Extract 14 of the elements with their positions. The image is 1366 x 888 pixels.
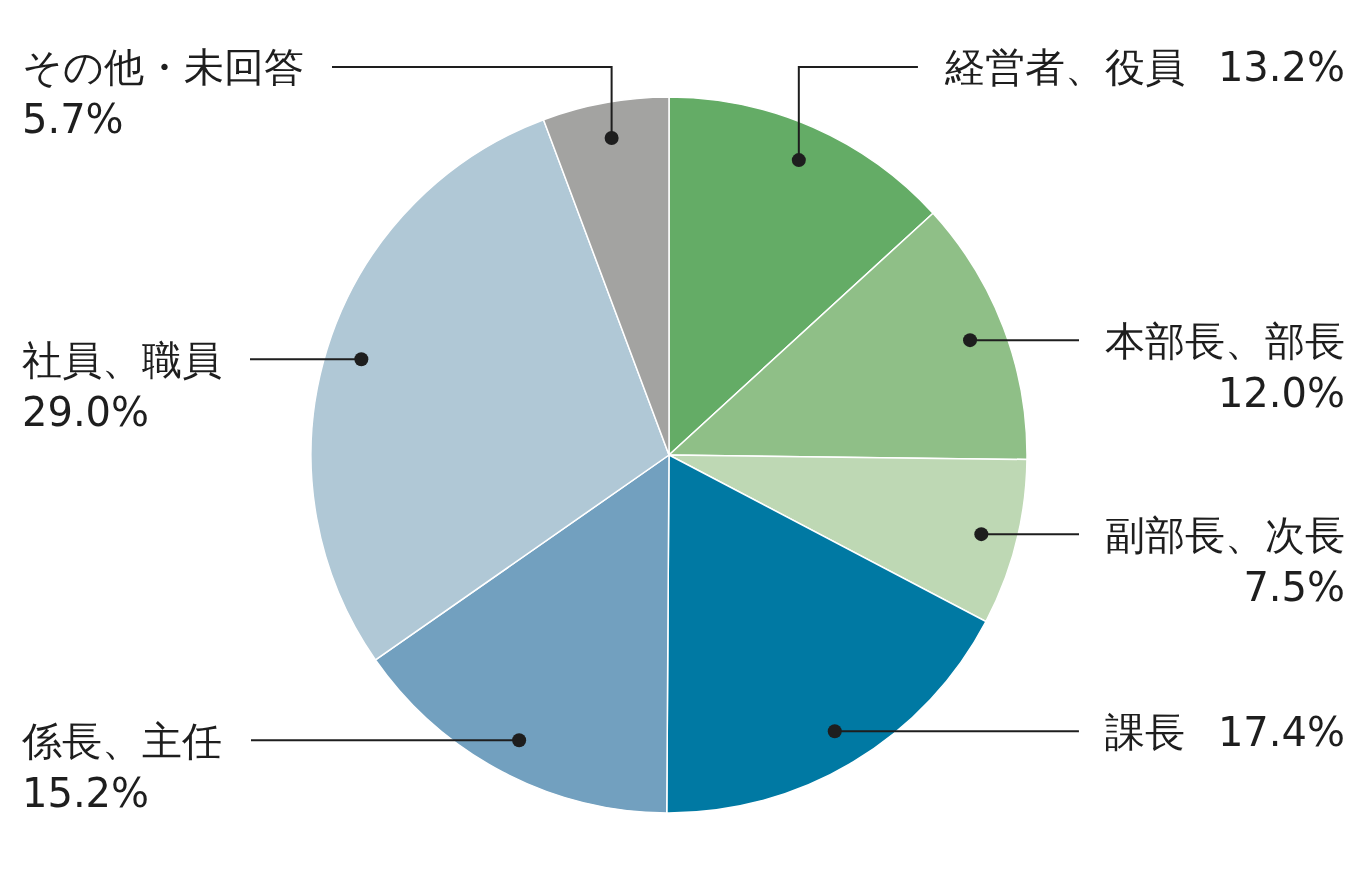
slice-label: 本部長、部長 [1105, 317, 1345, 364]
data-label: 29.0% [22, 388, 150, 435]
slice-label: 係長、主任 [21, 717, 222, 764]
data-label: 7.5% [1243, 563, 1345, 610]
data-label: 15.2% [22, 769, 150, 816]
data-label: 5.7% [22, 96, 124, 143]
data-label: 12.0% [1217, 369, 1345, 416]
slice-label: 経営者、役員 [943, 44, 1185, 91]
slice-label: 課長 [1104, 708, 1185, 755]
data-label: 17.4% [1217, 708, 1345, 755]
slice-label: その他・未回答 [22, 44, 304, 91]
slice-label: 副部長、次長 [1105, 511, 1345, 558]
slice-label: 社員、職員 [22, 336, 222, 383]
data-label: 13.2% [1217, 44, 1345, 91]
